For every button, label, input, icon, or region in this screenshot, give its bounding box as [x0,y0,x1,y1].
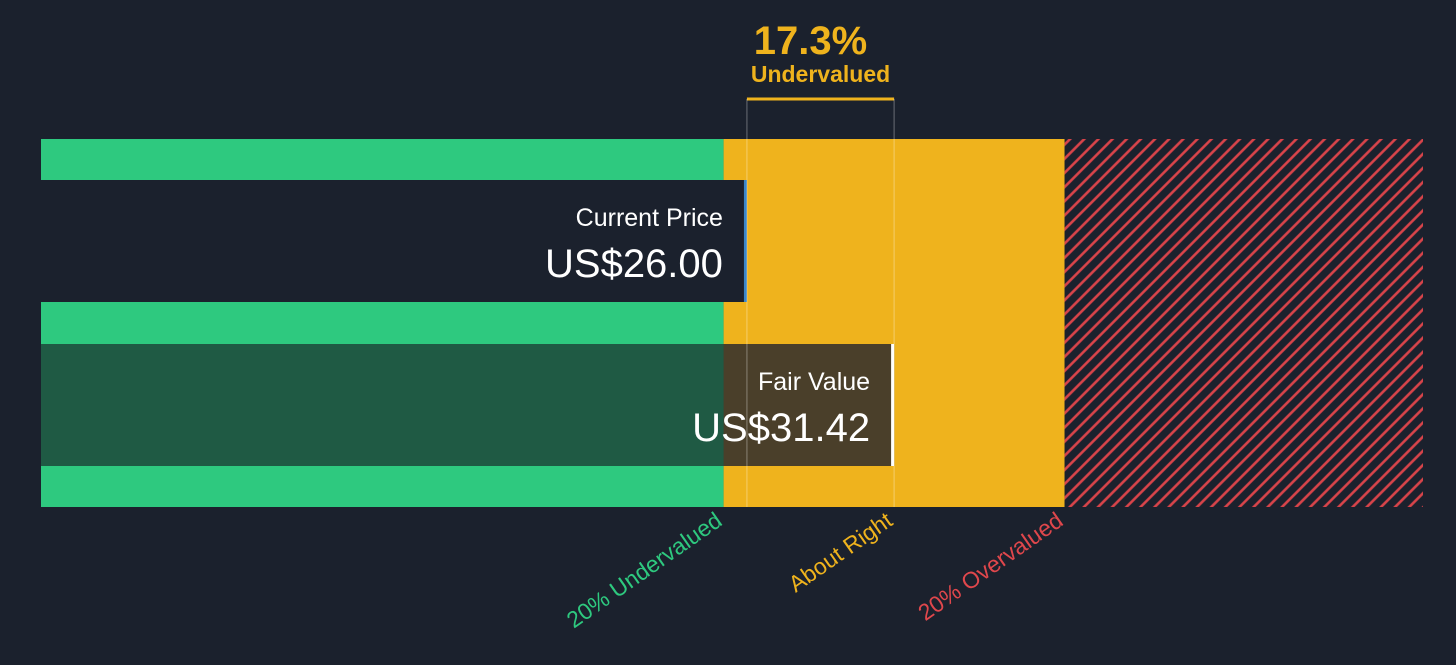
current-price-marker [743,180,747,302]
discount-percent: 17.3% [754,19,867,63]
fair-value-label: Fair Value [758,368,870,396]
fair-value-bar-overlap [723,344,895,466]
discount-status: Undervalued [751,61,890,87]
zone-label-overvalued: 20% Overvalued [913,507,1067,626]
current-price-label: Current Price [576,204,723,232]
zone-overvalued [1064,139,1423,507]
current-price-value: US$26.00 [545,242,723,286]
fair-value-value: US$31.42 [692,406,870,450]
fair-value-marker [891,344,895,466]
zone-label-about-right: About Right [784,506,898,597]
zone-label-undervalued: 20% Undervalued [562,507,727,633]
current-price-bar [41,180,747,302]
